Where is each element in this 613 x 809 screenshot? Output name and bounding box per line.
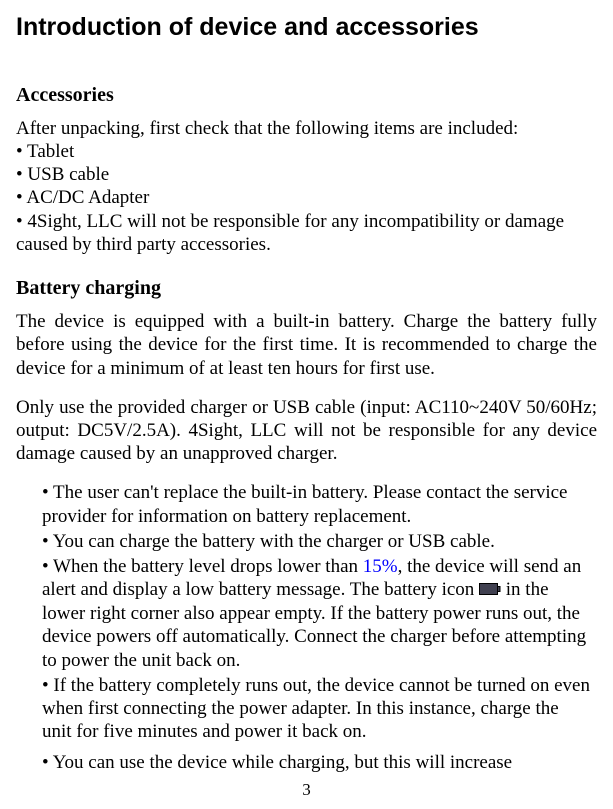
page-title: Introduction of device and accessories xyxy=(16,12,597,43)
accessory-item-adapter: • AC/DC Adapter xyxy=(16,186,597,209)
note-fully-drained: • If the battery completely runs out, th… xyxy=(42,674,591,744)
accessory-item-tablet: • Tablet xyxy=(16,140,597,163)
battery-para-2: Only use the provided charger or USB cab… xyxy=(16,396,597,466)
company-name: 4Sight, LLC xyxy=(27,211,122,232)
page-number: 3 xyxy=(0,780,613,801)
battery-empty-icon xyxy=(479,579,501,602)
battery-para-1: The device is equipped with a built-in b… xyxy=(16,310,597,380)
accessories-intro: After unpacking, first check that the fo… xyxy=(16,117,597,140)
low-battery-percent: 15% xyxy=(363,556,398,577)
accessory-item-disclaimer: • 4Sight, LLC will not be responsible fo… xyxy=(16,210,597,256)
company-name: 4Sight, LLC xyxy=(188,420,286,441)
bullet: • xyxy=(16,211,27,232)
accessories-heading: Accessories xyxy=(16,83,597,107)
note-low-battery: • When the battery level drops lower tha… xyxy=(42,555,591,672)
accessories-body: After unpacking, first check that the fo… xyxy=(16,117,597,256)
text-segment: • When the battery level drops lower tha… xyxy=(42,556,363,577)
note-charge-methods: • You can charge the battery with the ch… xyxy=(42,530,591,553)
accessory-item-usb: • USB cable xyxy=(16,163,597,186)
battery-heading: Battery charging xyxy=(16,276,597,300)
note-battery-replace: • The user can't replace the built-in ba… xyxy=(42,481,591,527)
text-segment: Only use the provided charger or USB cab… xyxy=(16,397,360,418)
battery-notes: • The user can't replace the built-in ba… xyxy=(16,481,597,774)
note-use-while-charging: • You can use the device while charging,… xyxy=(42,751,591,774)
